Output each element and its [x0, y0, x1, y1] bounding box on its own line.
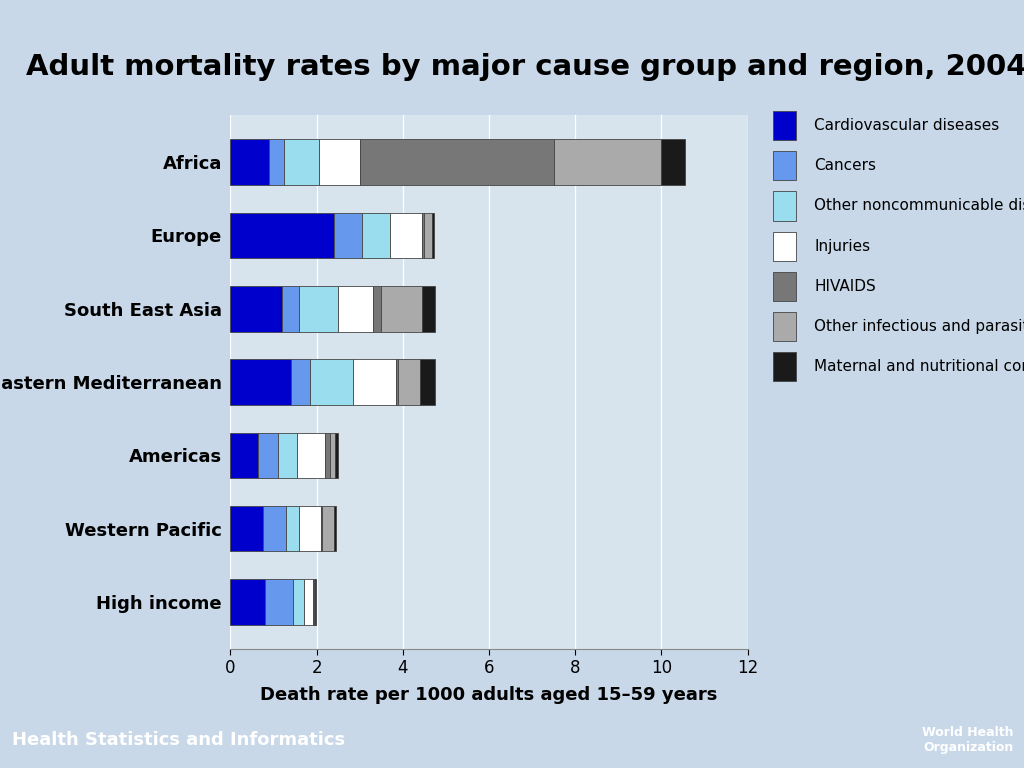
Bar: [230, 286, 283, 332]
Bar: [773, 191, 797, 220]
Bar: [326, 432, 330, 478]
Bar: [310, 359, 353, 405]
Bar: [283, 286, 299, 332]
Text: Other noncommunicable diseases: Other noncommunicable diseases: [814, 198, 1024, 214]
Text: World Health
Organization: World Health Organization: [923, 727, 1014, 754]
Bar: [287, 506, 299, 551]
Bar: [318, 140, 359, 185]
Bar: [230, 140, 269, 185]
Bar: [361, 213, 390, 258]
Text: HIVAIDS: HIVAIDS: [814, 279, 876, 294]
Bar: [353, 359, 396, 405]
Bar: [230, 506, 263, 551]
Text: Other infectious and parasitic diseases: Other infectious and parasitic diseases: [814, 319, 1024, 334]
Bar: [330, 432, 335, 478]
Bar: [291, 359, 310, 405]
Bar: [334, 506, 336, 551]
Bar: [265, 579, 293, 624]
Bar: [293, 579, 304, 624]
Bar: [269, 140, 285, 185]
X-axis label: Death rate per 1000 adults aged 15–59 years: Death rate per 1000 adults aged 15–59 ye…: [260, 686, 718, 703]
Bar: [299, 286, 338, 332]
Bar: [662, 140, 685, 185]
Text: Adult mortality rates by major cause group and region, 2004: Adult mortality rates by major cause gro…: [26, 53, 1024, 81]
Text: Maternal and nutritional conditions: Maternal and nutritional conditions: [814, 359, 1024, 374]
Bar: [773, 353, 797, 381]
Text: Cancers: Cancers: [814, 158, 877, 174]
Bar: [285, 140, 318, 185]
Bar: [554, 140, 662, 185]
Bar: [396, 359, 398, 405]
Bar: [278, 432, 297, 478]
Bar: [773, 272, 797, 301]
Bar: [424, 213, 432, 258]
Bar: [299, 506, 321, 551]
Bar: [230, 432, 258, 478]
Bar: [334, 213, 361, 258]
Bar: [420, 359, 435, 405]
Bar: [390, 213, 422, 258]
Bar: [773, 111, 797, 141]
Bar: [313, 579, 315, 624]
Bar: [338, 286, 373, 332]
Bar: [373, 286, 381, 332]
Bar: [304, 579, 313, 624]
Bar: [398, 359, 420, 405]
Bar: [263, 506, 287, 551]
Bar: [359, 140, 554, 185]
Text: Injuries: Injuries: [814, 239, 870, 253]
Bar: [422, 213, 424, 258]
Bar: [335, 432, 338, 478]
Bar: [230, 359, 291, 405]
Bar: [381, 286, 422, 332]
Bar: [773, 232, 797, 260]
Bar: [432, 213, 434, 258]
Text: Cardiovascular diseases: Cardiovascular diseases: [814, 118, 999, 133]
Text: Health Statistics and Informatics: Health Statistics and Informatics: [12, 731, 345, 750]
Bar: [230, 213, 334, 258]
Bar: [773, 312, 797, 341]
Bar: [258, 432, 278, 478]
Bar: [422, 286, 435, 332]
Bar: [773, 151, 797, 180]
Bar: [230, 579, 265, 624]
Bar: [322, 506, 334, 551]
Bar: [297, 432, 326, 478]
